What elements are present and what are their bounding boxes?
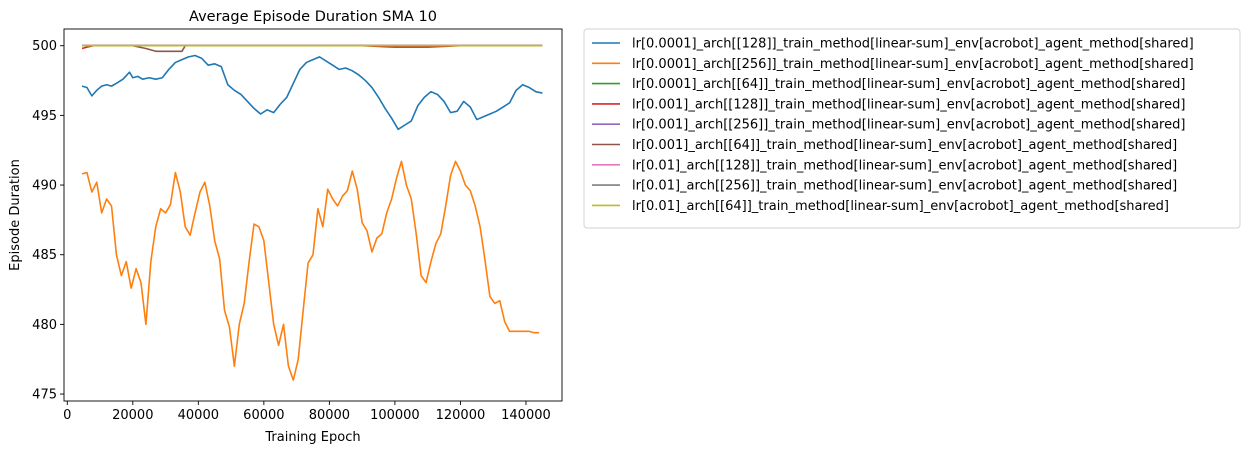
legend-entry: lr[0.0001]_arch[[64]]_train_method[linea… [632, 77, 1185, 92]
legend-entry: lr[0.001]_arch[[64]]_train_method[linear… [632, 138, 1177, 153]
y-tick-label: 495 [32, 109, 57, 124]
legend-entry: lr[0.01]_arch[[128]]_train_method[linear… [632, 158, 1177, 173]
y-tick-label: 475 [32, 388, 57, 403]
series-line-2 [81, 160, 540, 381]
plot-frame [63, 28, 563, 402]
y-tick-label: 500 [32, 39, 57, 54]
x-tick-label: 60000 [243, 408, 284, 423]
x-axis-ticks: 0 20000 40000 60000 80000 100000 120000 140000 [63, 401, 551, 423]
legend-entry: lr[0.01]_arch[[256]]_train_method[linear… [632, 179, 1177, 194]
y-axis-ticks: 475 480 485 490 495 500 [32, 39, 64, 403]
legend-entry: lr[0.001]_arch[[256]]_train_method[linea… [632, 118, 1185, 133]
chart-title: Average Episode Duration SMA 10 [189, 9, 437, 25]
x-tick-label: 20000 [112, 408, 153, 423]
legend-box [583, 28, 1241, 229]
x-tick-label: 40000 [178, 408, 219, 423]
legend: lr[0.0001]_arch[[128]]_train_method[line… [592, 37, 1194, 214]
y-tick-label: 490 [32, 179, 57, 194]
y-axis-label: Episode Duration [8, 159, 23, 271]
x-tick-label: 80000 [309, 408, 350, 423]
legend-entry: lr[0.0001]_arch[[128]]_train_method[line… [632, 37, 1194, 52]
x-tick-label: 140000 [501, 408, 551, 423]
x-tick-label: 120000 [436, 408, 486, 423]
legend-entry: lr[0.001]_arch[[128]]_train_method[linea… [632, 97, 1185, 112]
legend-entry: lr[0.01]_arch[[64]]_train_method[linear-… [632, 199, 1169, 214]
legend-entry: lr[0.0001]_arch[[256]]_train_method[line… [632, 57, 1194, 72]
x-tick-label: 100000 [370, 408, 420, 423]
series-line-1 [81, 54, 543, 131]
x-tick-label: 0 [63, 408, 71, 423]
y-tick-label: 485 [32, 248, 57, 263]
y-tick-label: 480 [32, 318, 57, 333]
plot-lines [81, 44, 543, 381]
series-line-6 [82, 44, 543, 53]
x-axis-label: Training Epoch [264, 430, 360, 445]
